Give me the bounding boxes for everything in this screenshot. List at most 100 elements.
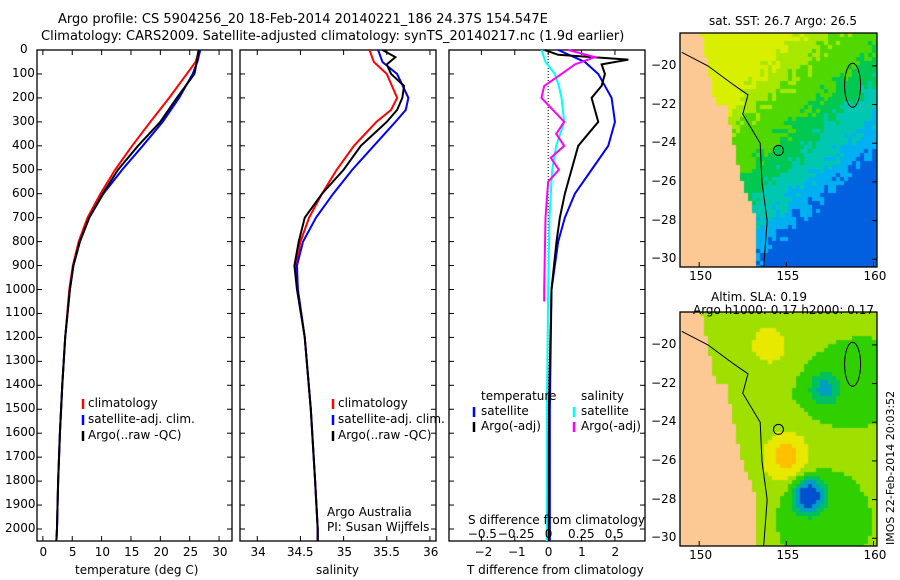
figure-title-line2: Climatology: CARS2009. Satellite-adjuste… <box>41 29 625 44</box>
y-tick-label: 0 <box>20 42 28 56</box>
y-tick-label: 100 <box>12 65 35 80</box>
y-tick-label: 2000 <box>5 521 36 535</box>
y-tick-label: 1400 <box>5 377 36 392</box>
legend-label: climatology <box>338 396 408 410</box>
map-y-tick-label: −22 <box>651 375 677 390</box>
map-frame <box>679 32 878 268</box>
map-x-tick-label: 160 <box>863 269 887 283</box>
x-tick-label: −1 <box>507 545 526 559</box>
map-x-tick-label: 155 <box>776 548 800 562</box>
y-tick-label: 1700 <box>5 449 36 464</box>
y-tick-label: 1800 <box>5 473 36 488</box>
s-tick-label: −0.5 <box>467 527 497 541</box>
y-tick-label: 1500 <box>5 401 36 416</box>
x-tick-label: 5 <box>68 545 77 559</box>
s-tick-label: 0.5 <box>604 527 624 541</box>
map-y-tick-label: −26 <box>651 452 677 467</box>
legend-label: satellite-adj. clim. <box>338 412 445 426</box>
legend-label: satellite <box>481 404 529 418</box>
sla-map <box>680 312 877 546</box>
x-tick-label: 15 <box>124 545 140 559</box>
plot-frame-1 <box>239 49 437 542</box>
x-tick-label: 2 <box>611 545 620 559</box>
sla-map-title-1: Altim. SLA: 0.19 <box>711 290 808 304</box>
map-y-tick-label: −24 <box>651 135 677 150</box>
legend-label: Argo(-adj) <box>481 419 541 433</box>
x-tick-label: 34.5 <box>286 545 314 559</box>
map-y-tick-label: −24 <box>651 414 677 429</box>
footer-timestamp: IMOS 22-Feb-2014 20:03:52 <box>884 390 897 545</box>
y-tick-label: 1000 <box>5 281 36 296</box>
series-argo-raw-qc- <box>293 49 406 541</box>
series-salinity-satellite <box>540 49 566 541</box>
series-temperature-argo-adj- <box>544 49 629 541</box>
y-tick-label: 400 <box>12 137 35 152</box>
plot-frame-0 <box>36 49 233 542</box>
y-tick-label: 1900 <box>5 497 36 512</box>
map-y-tick-label: −28 <box>651 212 677 227</box>
legend-label: Argo(..raw -QC) <box>338 428 432 442</box>
y-tick-label: 200 <box>12 89 35 104</box>
map-x-tick-label: 160 <box>863 548 887 562</box>
series-argo-raw-qc- <box>55 49 200 542</box>
s-tick-label: −0.25 <box>497 527 535 541</box>
map-y-tick-label: −20 <box>651 336 677 351</box>
x-tick-label: 35.5 <box>373 545 400 559</box>
y-tick-label: 900 <box>12 257 35 272</box>
sla-map-title-2: Argo h1000: 0.17 h2000: 0.17 <box>693 303 874 317</box>
map-y-tick-label: −30 <box>651 251 677 266</box>
reef-contour <box>844 341 862 387</box>
y-tick-label: 500 <box>12 161 35 176</box>
x-tick-label: 0 <box>544 545 553 559</box>
argo-float-marker <box>772 144 784 156</box>
map-x-tick-label: 150 <box>689 548 713 562</box>
x-tick-label: 0 <box>39 545 48 559</box>
x-tick-label: 20 <box>153 545 169 559</box>
y-tick-label: 300 <box>12 113 35 128</box>
x-axis-label: T difference from climatology <box>467 563 644 577</box>
y-tick-label: 1300 <box>5 353 36 368</box>
legend-label: Argo(..raw -QC) <box>88 428 182 442</box>
y-tick-label: 1200 <box>5 329 36 344</box>
legend-label: climatology <box>88 396 158 410</box>
x-tick-label: 1 <box>578 545 586 559</box>
series-salinity-argo-adj- <box>540 49 599 302</box>
x-tick-label: 36 <box>423 545 439 559</box>
legend-label: satellite <box>581 404 629 418</box>
map-x-tick-label: 155 <box>776 269 800 283</box>
annotation: Argo Australia <box>327 505 412 519</box>
y-tick-label: 600 <box>12 185 35 200</box>
figure-title-line1: Argo profile: CS 5904256_20 18-Feb-2014 … <box>58 12 548 27</box>
x-tick-label: 35 <box>336 545 353 559</box>
x-tick-label: 30 <box>212 545 228 559</box>
map-y-tick-label: −28 <box>651 491 677 506</box>
map-y-tick-label: −26 <box>651 173 677 188</box>
x-axis-label: salinity <box>316 563 360 577</box>
map-frame <box>679 311 878 547</box>
legend-label: Argo(-adj) <box>581 419 641 433</box>
x-axis-label: temperature (deg C) <box>75 563 199 577</box>
x-tick-label: −2 <box>474 545 493 559</box>
legend-header: temperature <box>481 389 557 403</box>
s-tick-label: 0.25 <box>567 527 595 541</box>
map-y-tick-label: −20 <box>651 57 677 72</box>
argo-float-marker <box>772 423 784 435</box>
map-y-tick-label: −22 <box>651 96 677 111</box>
isobath-contour <box>681 51 768 268</box>
y-tick-label: 1100 <box>5 305 36 320</box>
legend-label: satellite-adj. clim. <box>88 412 195 426</box>
y-tick-label: 1600 <box>5 425 36 440</box>
reef-contour <box>844 62 862 108</box>
map-y-tick-label: −30 <box>651 530 677 545</box>
y-tick-label: 700 <box>12 209 35 224</box>
sst-map-title: sat. SST: 26.7 Argo: 26.5 <box>709 14 858 28</box>
s-tick-label: 0 <box>544 527 553 541</box>
map-x-tick-label: 150 <box>689 269 713 283</box>
y-tick-label: 800 <box>12 233 35 248</box>
x-tick-label: 34 <box>250 545 266 559</box>
x-tick-label: 25 <box>182 545 199 559</box>
x-tick-label: 10 <box>94 545 111 559</box>
